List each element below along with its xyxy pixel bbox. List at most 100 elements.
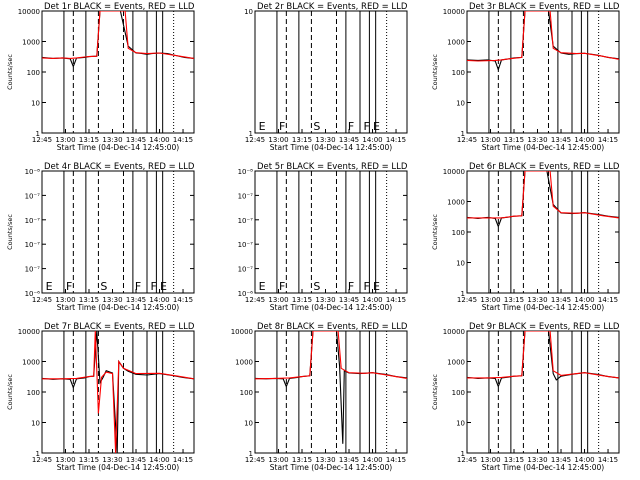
x-tick-label: 13:30 bbox=[315, 456, 335, 464]
y-axis-label: Counts/sec bbox=[431, 374, 439, 410]
x-tick-label: 14:00 bbox=[149, 136, 169, 144]
panel-title: Det 8r BLACK = Events, RED = LLD bbox=[257, 322, 408, 332]
chart-panel-6: Det 6r BLACK = Events, RED = LLD 1 10 100 10… bbox=[431, 162, 620, 312]
series-lld-line bbox=[467, 11, 619, 62]
x-tick-label: 14:15 bbox=[173, 136, 193, 144]
series-lld-line bbox=[42, 331, 194, 453]
y-tick-label: 1 bbox=[249, 450, 253, 458]
y-tick-label: 100 bbox=[27, 69, 40, 77]
plot-frame bbox=[466, 170, 620, 294]
y-tick-label: 1 bbox=[249, 130, 253, 138]
y-tick-label: 1 bbox=[461, 290, 465, 298]
x-tick-label: 12:45 bbox=[457, 296, 477, 304]
panel-title: Det 4r BLACK = Events, RED = LLD bbox=[44, 162, 195, 172]
flag-label: E bbox=[259, 120, 266, 133]
y-tick-label: 1000 bbox=[235, 359, 253, 367]
chart-panel-5: Det 5r BLACK = Events, RED = LLD 10⁻⁶ 10⁻⁷… bbox=[238, 162, 408, 312]
x-tick-label: 13:15 bbox=[292, 296, 312, 304]
y-tick-label: 10000 bbox=[443, 168, 465, 176]
x-tick-label: 13:45 bbox=[126, 456, 146, 464]
y-axis-label: Counts/sec bbox=[6, 54, 14, 90]
x-axis-label: Start Time (04-Dec-14 12:45:00) bbox=[270, 143, 392, 152]
series-lld-line bbox=[467, 331, 619, 379]
x-tick-label: 13:30 bbox=[102, 296, 122, 304]
x-axis-label: Start Time (04-Dec-14 12:45:00) bbox=[482, 303, 604, 312]
flag-label: F bbox=[151, 280, 157, 293]
x-axis-label: Start Time (04-Dec-14 12:45:00) bbox=[270, 303, 392, 312]
x-tick-label: 14:15 bbox=[173, 456, 193, 464]
x-tick-label: 14:00 bbox=[362, 456, 382, 464]
flag-label: E bbox=[46, 280, 53, 293]
x-tick-label: 14:00 bbox=[574, 456, 594, 464]
y-tick-label: 100 bbox=[27, 389, 40, 397]
chart-panel-2: Det 2r BLACK = Events, RED = LLD 1 10 12:45… bbox=[244, 2, 408, 152]
plot-frame bbox=[466, 10, 620, 134]
x-tick-label: 14:15 bbox=[386, 136, 406, 144]
flag-label: S bbox=[313, 280, 320, 293]
y-tick-label: 10⁻⁶ bbox=[25, 290, 41, 298]
flag-label: F bbox=[348, 280, 354, 293]
series-lld-line bbox=[255, 331, 407, 380]
x-tick-label: 13:30 bbox=[102, 136, 122, 144]
y-tick-label: 10⁻⁷ bbox=[238, 266, 254, 274]
x-tick-label: 13:00 bbox=[268, 296, 288, 304]
x-tick-label: 13:45 bbox=[551, 296, 571, 304]
x-tick-label: 13:00 bbox=[55, 136, 75, 144]
y-tick-label: 10⁻⁷ bbox=[25, 241, 41, 249]
flag-label: F bbox=[279, 120, 285, 133]
y-tick-label: 10⁻⁶ bbox=[238, 290, 254, 298]
x-tick-label: 13:00 bbox=[268, 456, 288, 464]
x-tick-label: 12:45 bbox=[32, 296, 52, 304]
y-axis-label: Counts/sec bbox=[6, 214, 14, 250]
panel-title: Det 5r BLACK = Events, RED = LLD bbox=[257, 162, 408, 172]
plot-frame bbox=[254, 10, 408, 134]
x-tick-label: 14:15 bbox=[598, 296, 618, 304]
y-tick-label: 10 bbox=[31, 420, 40, 428]
x-tick-label: 13:30 bbox=[315, 296, 335, 304]
plot-frame bbox=[254, 330, 408, 454]
y-tick-label: 10 bbox=[456, 260, 465, 268]
y-tick-label: 100 bbox=[452, 229, 465, 237]
y-tick-label: 1000 bbox=[447, 199, 465, 207]
x-axis-label: Start Time (04-Dec-14 12:45:00) bbox=[270, 463, 392, 472]
y-tick-label: 1 bbox=[461, 130, 465, 138]
y-tick-label: 10 bbox=[244, 8, 253, 16]
x-tick-label: 13:45 bbox=[551, 456, 571, 464]
x-tick-label: 13:00 bbox=[480, 456, 500, 464]
x-axis-label: Start Time (04-Dec-14 12:45:00) bbox=[482, 143, 604, 152]
y-tick-label: 10000 bbox=[18, 8, 40, 16]
flag-label: E bbox=[160, 280, 167, 293]
x-tick-label: 13:15 bbox=[79, 136, 99, 144]
plot-frame bbox=[41, 170, 195, 294]
y-axis-label: Counts/sec bbox=[431, 54, 439, 90]
x-axis-label: Start Time (04-Dec-14 12:45:00) bbox=[57, 143, 179, 152]
x-tick-label: 14:15 bbox=[386, 456, 406, 464]
y-tick-label: 10⁻⁷ bbox=[238, 192, 254, 200]
x-tick-label: 14:00 bbox=[362, 296, 382, 304]
y-tick-label: 10⁻⁷ bbox=[238, 217, 254, 225]
flag-label: F bbox=[279, 280, 285, 293]
plot-frame bbox=[41, 10, 195, 134]
x-tick-label: 14:15 bbox=[173, 296, 193, 304]
x-axis-label: Start Time (04-Dec-14 12:45:00) bbox=[482, 463, 604, 472]
x-tick-label: 13:15 bbox=[504, 456, 524, 464]
x-tick-label: 12:45 bbox=[245, 456, 265, 464]
x-tick-label: 12:45 bbox=[457, 456, 477, 464]
panel-title: Det 6r BLACK = Events, RED = LLD bbox=[469, 162, 620, 172]
y-tick-label: 10⁻⁷ bbox=[238, 241, 254, 249]
y-tick-label: 10⁻⁸ bbox=[238, 168, 254, 176]
x-tick-label: 13:30 bbox=[102, 456, 122, 464]
chart-panel-3: Det 3r BLACK = Events, RED = LLD 1 10 100 10… bbox=[431, 2, 620, 152]
x-tick-label: 13:30 bbox=[527, 136, 547, 144]
panel-title: Det 7r BLACK = Events, RED = LLD bbox=[44, 322, 195, 332]
flag-label: F bbox=[364, 280, 370, 293]
x-tick-label: 13:00 bbox=[55, 456, 75, 464]
flag-label: F bbox=[364, 120, 370, 133]
x-tick-label: 14:15 bbox=[598, 456, 618, 464]
x-tick-label: 12:45 bbox=[245, 296, 265, 304]
panel-title: Det 2r BLACK = Events, RED = LLD bbox=[257, 2, 408, 12]
flag-label: F bbox=[348, 120, 354, 133]
x-tick-label: 13:30 bbox=[527, 456, 547, 464]
y-axis-label: Counts/sec bbox=[6, 374, 14, 410]
x-tick-label: 13:45 bbox=[339, 456, 359, 464]
